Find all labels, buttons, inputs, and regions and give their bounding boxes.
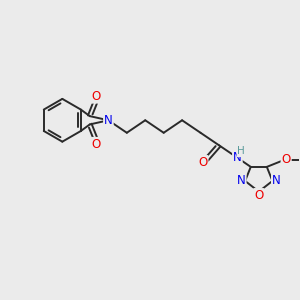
Text: H: H <box>237 146 245 156</box>
Text: N: N <box>104 114 113 127</box>
Text: O: O <box>198 156 208 169</box>
Text: O: O <box>92 90 101 103</box>
Text: N: N <box>233 151 242 164</box>
Text: N: N <box>272 174 281 188</box>
Text: O: O <box>254 189 263 202</box>
Text: N: N <box>237 174 246 188</box>
Text: O: O <box>281 153 291 166</box>
Text: O: O <box>92 138 101 151</box>
